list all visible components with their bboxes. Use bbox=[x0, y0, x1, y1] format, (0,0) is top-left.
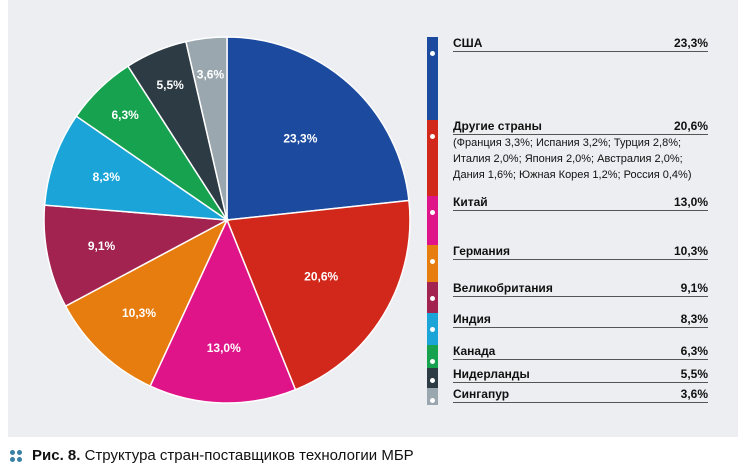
legend-heading: Великобритания 9,1% bbox=[453, 282, 708, 297]
legend-value: 9,1% bbox=[680, 281, 708, 295]
legend-item: Великобритания 9,1% bbox=[427, 282, 712, 313]
legend-label: Индия bbox=[453, 312, 491, 326]
legend-color-swatch bbox=[427, 388, 438, 405]
slice-data-label: 8,3% bbox=[93, 170, 121, 184]
legend-value: 5,5% bbox=[680, 367, 708, 381]
legend-heading: Другие страны 20,6% bbox=[453, 120, 708, 135]
legend-item: США 23,3% bbox=[427, 37, 712, 120]
legend-label: Нидерланды bbox=[453, 367, 530, 381]
legend-label: Другие страны bbox=[453, 119, 542, 133]
legend-value: 10,3% bbox=[673, 244, 708, 258]
legend-note: Италия 2,0%; Япония 2,0%; Австралия 2,0%… bbox=[453, 153, 683, 165]
caption-text: Структура стран-поставщиков технологии М… bbox=[84, 447, 414, 464]
legend-heading: Сингапур 3,6% bbox=[453, 388, 708, 403]
legend-dot-icon bbox=[430, 259, 435, 264]
legend-text: Индия 8,3% bbox=[453, 313, 712, 345]
legend-heading: Германия 10,3% bbox=[453, 245, 708, 260]
legend-text: США 23,3% bbox=[453, 37, 712, 120]
legend-color-swatch bbox=[427, 313, 438, 345]
legend-color-swatch bbox=[427, 37, 438, 120]
legend-heading: Канада 6,3% bbox=[453, 345, 708, 360]
slice-data-label: 13,0% bbox=[207, 341, 241, 355]
legend-note: Дания 1,6%; Южная Корея 1,2%; Россия 0,4… bbox=[453, 169, 692, 181]
legend-label: Великобритания bbox=[453, 281, 553, 295]
legend-dot-icon bbox=[430, 210, 435, 215]
legend-color-swatch bbox=[427, 282, 438, 313]
slice-data-label: 20,6% bbox=[304, 269, 338, 283]
legend-color-swatch bbox=[427, 196, 438, 245]
legend-label: Канада bbox=[453, 344, 496, 358]
legend-dot-icon bbox=[430, 134, 435, 139]
pie-slice bbox=[64, 218, 229, 388]
slice-data-label: 23,3% bbox=[283, 131, 317, 145]
legend-dot-icon bbox=[430, 327, 435, 332]
legend-dot-icon bbox=[430, 296, 435, 301]
legend-heading: Нидерланды 5,5% bbox=[453, 368, 708, 383]
legend-label: США bbox=[453, 36, 483, 50]
legend-heading: США 23,3% bbox=[453, 37, 708, 52]
legend-note: (Франция 3,3%; Испания 3,2%; Турция 2,8%… bbox=[453, 137, 682, 149]
legend-value: 13,0% bbox=[673, 195, 708, 209]
pie-slice bbox=[185, 36, 228, 221]
legend-item: Другие страны 20,6% (Франция 3,3%; Испания… bbox=[427, 120, 712, 196]
figure-caption: Рис. 8. Структура стран-поставщиков техн… bbox=[10, 447, 414, 464]
slice-data-label: 9,1% bbox=[88, 239, 116, 253]
legend-item: Канада 6,3% bbox=[427, 345, 712, 368]
legend-text: Другие страны 20,6% (Франция 3,3%; Испания… bbox=[453, 120, 712, 196]
legend-value: 23,3% bbox=[673, 36, 708, 50]
pie-slice bbox=[149, 218, 297, 404]
legend-color-swatch bbox=[427, 345, 438, 368]
legend-text: Канада 6,3% bbox=[453, 345, 712, 368]
legend-color-swatch bbox=[427, 120, 438, 196]
legend-dot-icon bbox=[430, 398, 435, 403]
legend-label: Сингапур bbox=[453, 387, 510, 401]
slice-data-label: 5,5% bbox=[156, 78, 184, 92]
pie-slice bbox=[43, 115, 230, 221]
slice-data-label: 6,3% bbox=[111, 108, 139, 122]
legend-text: Китай 13,0% bbox=[453, 196, 712, 245]
pie-chart: 23,3% 20,6% 13,0% 10,3% 9,1% 8,3% 6,3% 5,5% 3,6% bbox=[43, 36, 411, 404]
slice-data-label: 10,3% bbox=[122, 306, 156, 320]
legend-text: Сингапур 3,6% bbox=[453, 388, 712, 405]
legend-dot-icon bbox=[430, 378, 435, 383]
legend-value: 3,6% bbox=[680, 387, 708, 401]
legend-value: 20,6% bbox=[673, 119, 708, 133]
legend-value: 6,3% bbox=[680, 344, 708, 358]
pie-slice bbox=[225, 199, 411, 391]
legend-color-swatch bbox=[427, 368, 438, 388]
legend-text: Великобритания 9,1% bbox=[453, 282, 712, 313]
bullet-dots-icon bbox=[10, 449, 22, 462]
legend-label: Германия bbox=[453, 244, 511, 258]
legend-heading: Индия 8,3% bbox=[453, 313, 708, 328]
legend-label: Китай bbox=[453, 195, 488, 209]
pie-slice bbox=[226, 36, 410, 221]
legend-text: Германия 10,3% bbox=[453, 245, 712, 282]
legend-dot-icon bbox=[430, 359, 435, 364]
legend: США 23,3% Другие страны 20,6% (Франция 3,3%;… bbox=[427, 37, 712, 405]
legend-item: Индия 8,3% bbox=[427, 313, 712, 345]
pie-slice bbox=[43, 204, 230, 308]
legend-item: Сингапур 3,6% bbox=[427, 388, 712, 405]
legend-item: Германия 10,3% bbox=[427, 245, 712, 282]
legend-item: Китай 13,0% bbox=[427, 196, 712, 245]
legend-heading: Китай 13,0% bbox=[453, 196, 708, 211]
slice-data-label: 3,6% bbox=[197, 68, 225, 82]
legend-color-swatch bbox=[427, 245, 438, 282]
legend-dot-icon bbox=[430, 51, 435, 56]
legend-value: 8,3% bbox=[680, 312, 708, 326]
legend-text: Нидерланды 5,5% bbox=[453, 368, 712, 388]
legend-item: Нидерланды 5,5% bbox=[427, 368, 712, 388]
caption-prefix: Рис. 8. bbox=[32, 447, 81, 464]
